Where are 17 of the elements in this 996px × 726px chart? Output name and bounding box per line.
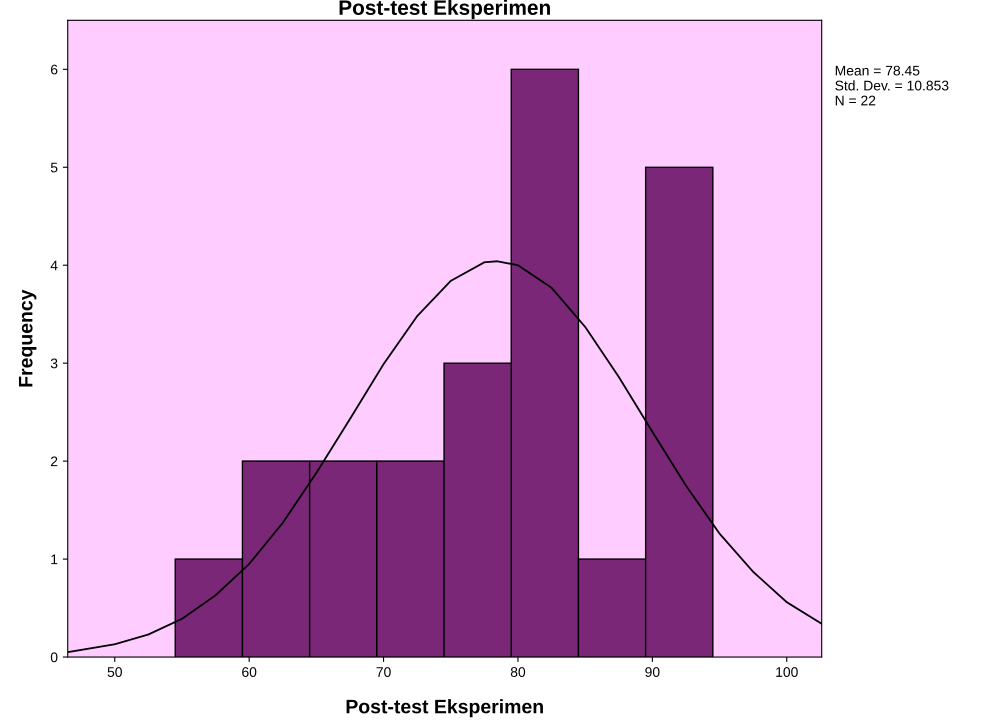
x-tick-label: 100	[776, 667, 798, 677]
y-tick-label: 6	[50, 64, 58, 74]
x-tick-label: 90	[645, 667, 660, 677]
y-axis-title: Frequency	[18, 290, 36, 387]
y-tick-label: 1	[51, 554, 58, 564]
x-axis-title: Post-test Eksperimen	[346, 699, 543, 718]
text: Mean = 78.45 Std. Dev. = 10.853 N = 22	[835, 66, 948, 106]
y-tick-label: 2	[50, 456, 58, 466]
x-tick-label: 80	[510, 667, 526, 677]
x-tick-label: 60	[242, 667, 256, 677]
y-tick-label: 4	[50, 260, 58, 270]
y-tick-label: 0	[50, 652, 58, 662]
y-tick-label: 5	[50, 162, 58, 172]
x-tick-label: 50	[108, 667, 122, 677]
y-tick-label: 3	[50, 358, 58, 368]
chart-title: Post-test Eksperimen	[340, 0, 550, 20]
x-tick-label: 70	[376, 667, 391, 677]
